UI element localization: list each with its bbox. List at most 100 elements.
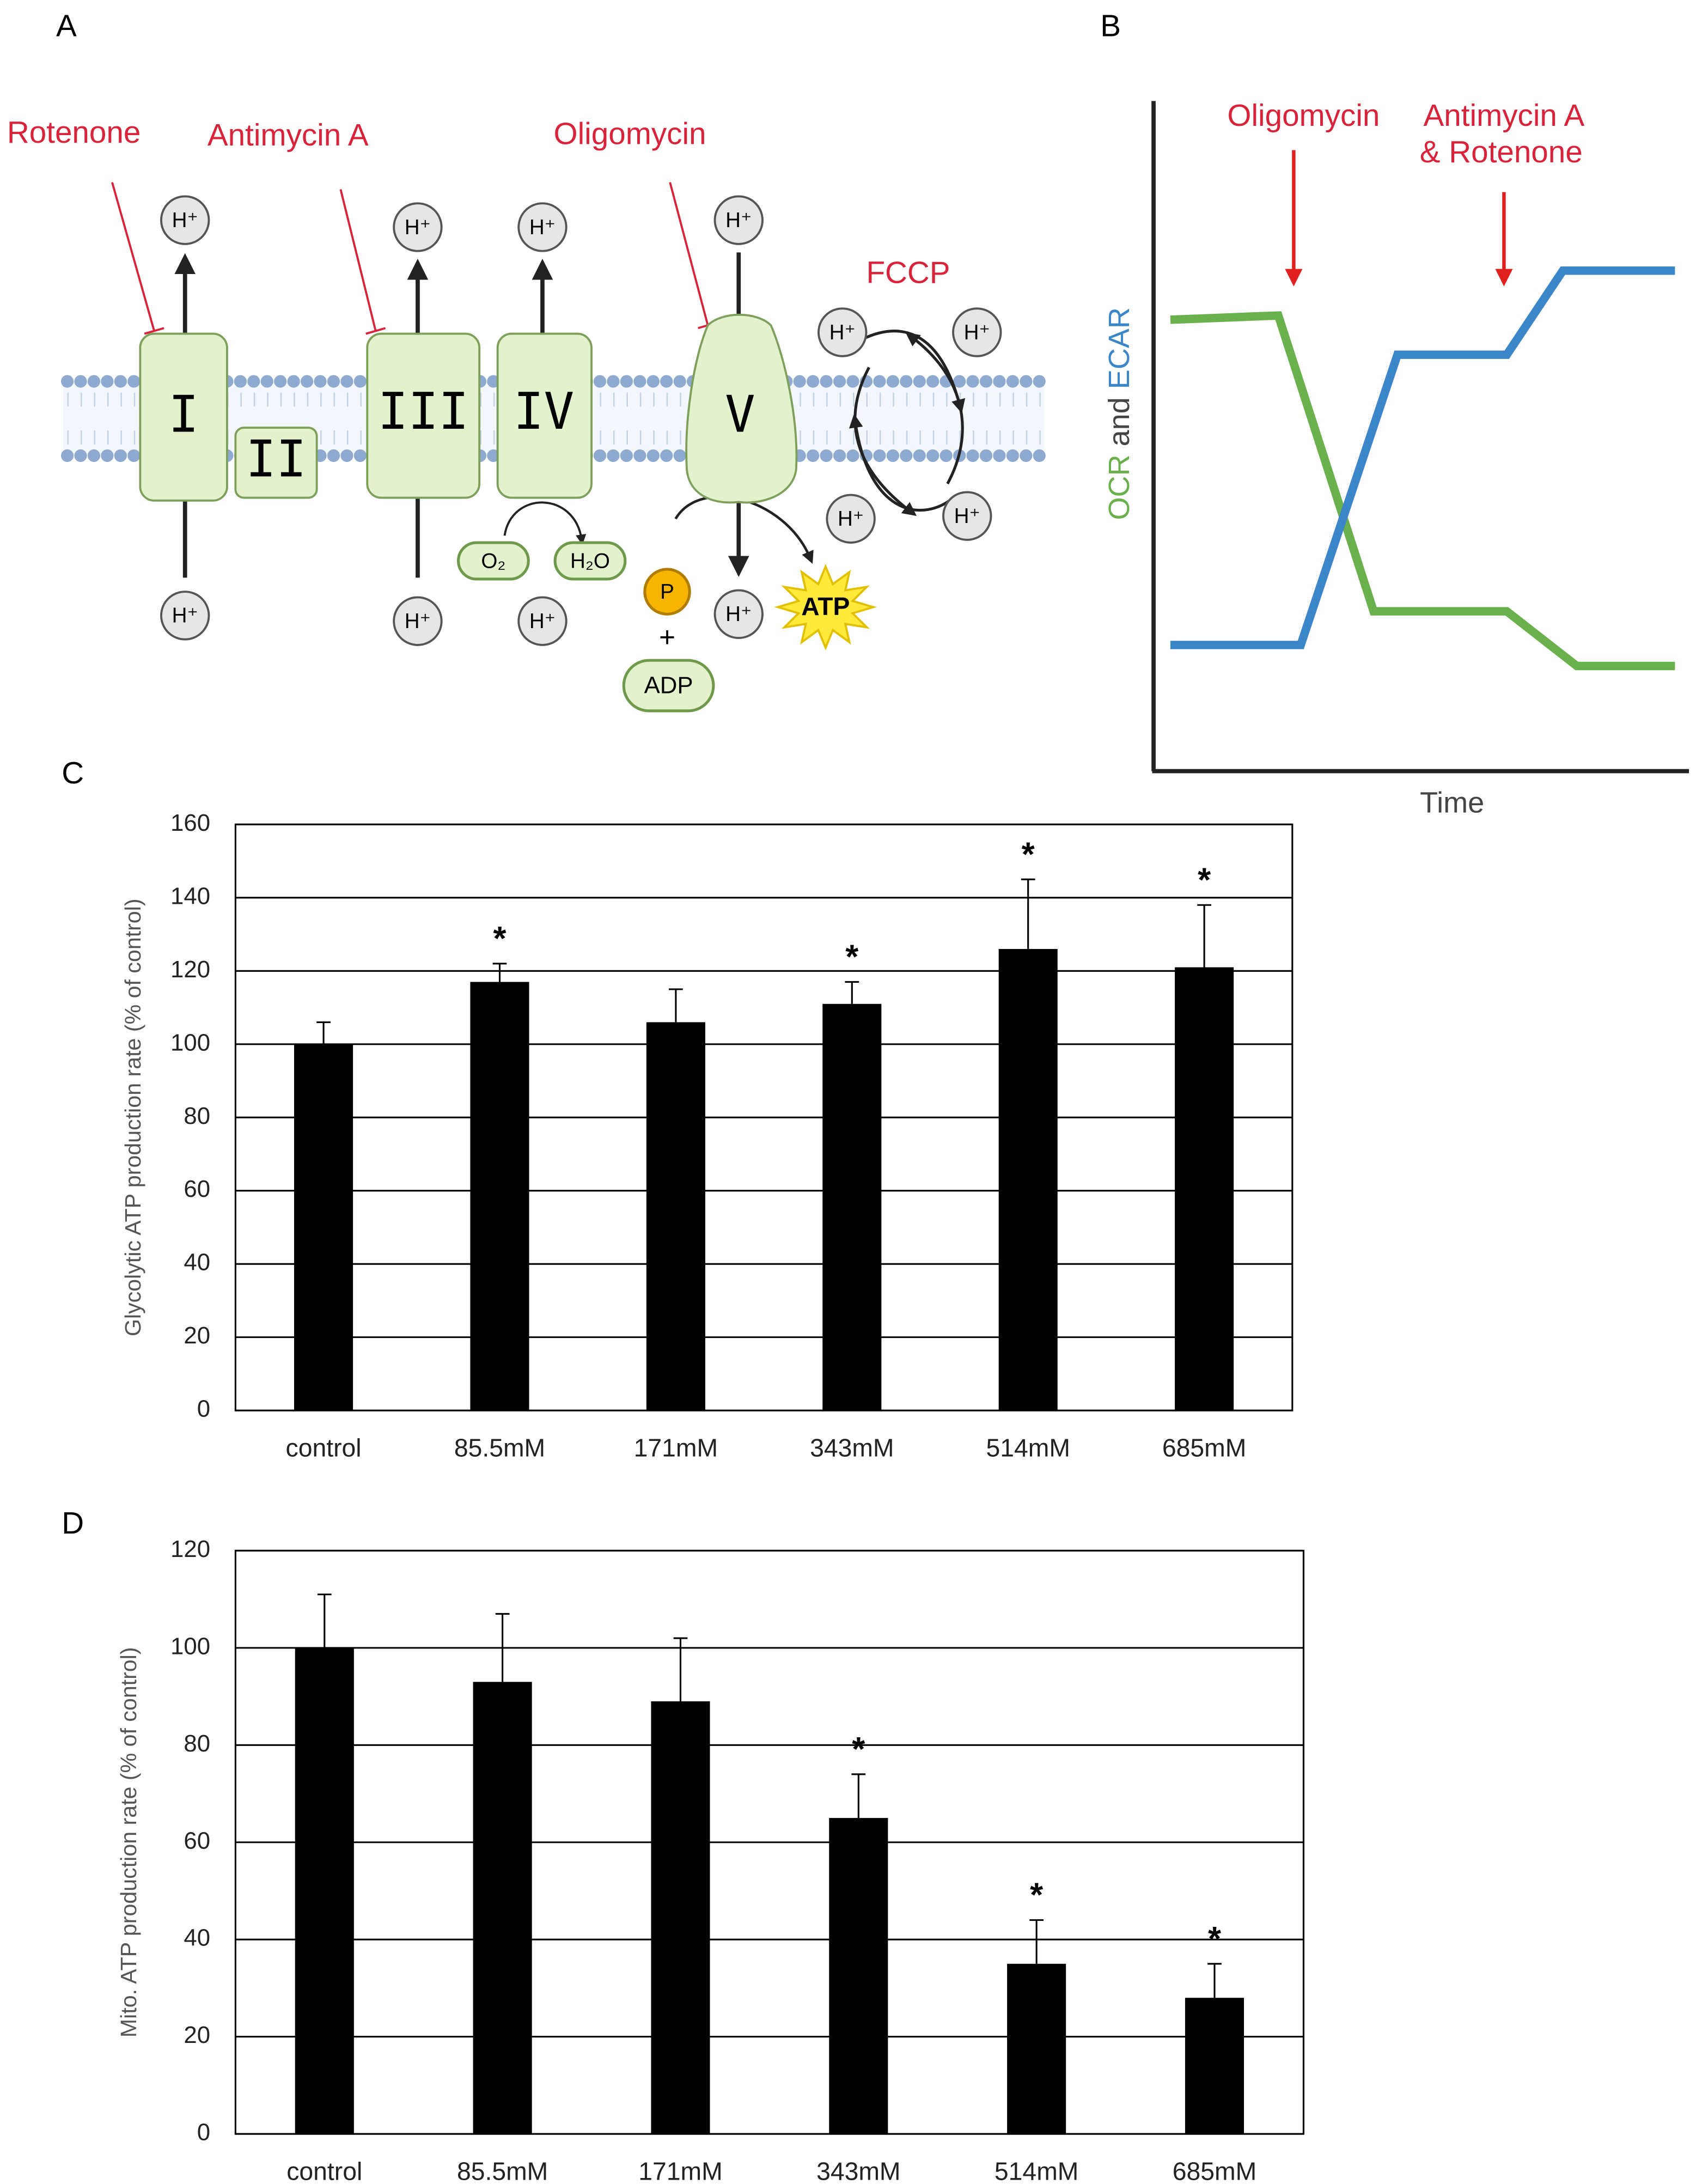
proton-label: H⁺ [172, 604, 198, 628]
panel-label: A [56, 9, 77, 43]
y-tick-label: 20 [184, 2022, 210, 2048]
bar [294, 1044, 353, 1411]
x-tick-label: 685mM [1162, 1433, 1246, 1462]
y-tick-label: 100 [170, 1029, 210, 1056]
bar [1007, 1963, 1066, 2134]
y-tick-label: 60 [184, 1176, 210, 1202]
significance-mark: * [493, 920, 506, 958]
significance-mark: * [845, 939, 858, 976]
proton-circle [818, 307, 868, 357]
y-tick-label: 0 [197, 1396, 210, 1422]
y-tick-label: 160 [170, 810, 210, 836]
complexes [139, 313, 798, 504]
bar [470, 982, 529, 1411]
complex-label: IV [514, 382, 575, 441]
proton-circle [713, 195, 764, 245]
bar [646, 1022, 705, 1411]
y-tick-label: 60 [184, 1827, 210, 1854]
proton-label: H⁺ [829, 321, 856, 344]
ecar-label: ECAR [1103, 307, 1136, 389]
plus-label: + [659, 621, 675, 653]
bar [1175, 967, 1234, 1411]
y-axis-label: Mito. ATP production rate (% of control) [116, 1647, 141, 2037]
and-label: and [1103, 397, 1136, 446]
x-tick-label: 85.5mM [457, 2157, 548, 2184]
y-tick-label: 40 [184, 1925, 210, 1951]
bar [829, 1818, 888, 2134]
metabolites [456, 541, 715, 713]
y-tick-label: 100 [170, 1633, 210, 1659]
ocr-label: OCR [1103, 454, 1136, 520]
y-tick-label: 120 [170, 1536, 210, 1562]
proton-label: H⁺ [405, 216, 431, 239]
injection-label: Oligomycin [1227, 98, 1380, 132]
y-tick-label: 80 [184, 1103, 210, 1129]
proton-label: H⁺ [529, 216, 556, 239]
x-tick-label: 514mM [986, 1433, 1070, 1462]
y-tick-label: 120 [170, 956, 210, 983]
panel-label: D [62, 1506, 84, 1540]
complex-label: V [725, 385, 755, 443]
proton-circle [942, 491, 992, 541]
significance-mark: * [1022, 836, 1035, 873]
injection-label: Antimycin A [1424, 98, 1585, 132]
adp-label: ADP [644, 672, 693, 699]
complex-label: II [246, 430, 307, 489]
bar [998, 948, 1058, 1411]
significance-mark: * [1030, 1877, 1043, 1914]
x-tick-label: 171mM [638, 2157, 722, 2184]
atp-label: ATP [801, 592, 850, 620]
panel-label: C [62, 756, 84, 790]
proton-label: H⁺ [405, 610, 431, 633]
x-tick-label: control [286, 1433, 362, 1462]
inhibitor-label: Rotenone [7, 115, 141, 149]
bar [651, 1701, 710, 2134]
inhibitor-label: Antimycin A [208, 118, 369, 152]
proton-circle [826, 494, 876, 544]
bar [1185, 1998, 1244, 2134]
y-tick-label: 20 [184, 1322, 210, 1349]
bar [822, 1003, 882, 1411]
panel-label: B [1100, 9, 1121, 43]
y-axis-label: OCR and ECAR [1103, 307, 1136, 520]
plot-frame [234, 1549, 1304, 2135]
proton-circle [160, 591, 210, 641]
x-tick-label: 171mM [634, 1433, 718, 1462]
injection-label: & Rotenone [1420, 135, 1583, 169]
y-tick-label: 0 [197, 2119, 210, 2146]
complex-label: I [168, 385, 199, 443]
phosphate-label: P [660, 580, 674, 604]
proton-label: H⁺ [954, 504, 980, 528]
x-tick-label: 85.5mM [454, 1433, 545, 1462]
x-tick-label: control [286, 2157, 362, 2184]
proton-circle [393, 596, 443, 646]
y-tick-label: 40 [184, 1249, 210, 1276]
uncoupler-label: FCCP [866, 255, 950, 289]
significance-mark: * [1208, 1920, 1221, 1958]
plot-frame [234, 823, 1294, 1412]
significance-mark: * [1198, 861, 1211, 899]
proton-label: H⁺ [725, 603, 752, 626]
y-axis-label: Glycolytic ATP production rate (% of con… [120, 898, 145, 1336]
x-tick-label: 685mM [1173, 2157, 1256, 2184]
atp-burst [774, 564, 877, 650]
proton-circle [713, 589, 764, 639]
significance-mark: * [852, 1731, 865, 1768]
x-tick-label: 514mM [995, 2157, 1078, 2184]
proton-circle [517, 596, 568, 646]
proton-label: H⁺ [964, 321, 990, 344]
y-tick-label: 140 [170, 883, 210, 909]
oxygen-label: O₂ [481, 549, 505, 573]
proton-arrows [174, 252, 966, 578]
proton-circle [952, 307, 1002, 357]
x-tick-label: 343mM [816, 2157, 900, 2184]
proton-label: H⁺ [725, 209, 752, 232]
y-tick-label: 80 [184, 1730, 210, 1757]
schematic-axes [1151, 101, 1689, 774]
proton-circle [517, 202, 568, 252]
x-tick-label: 343mM [810, 1433, 894, 1462]
bar [473, 1682, 532, 2134]
ecar-trace [1170, 266, 1675, 649]
proton-circle [160, 195, 210, 245]
